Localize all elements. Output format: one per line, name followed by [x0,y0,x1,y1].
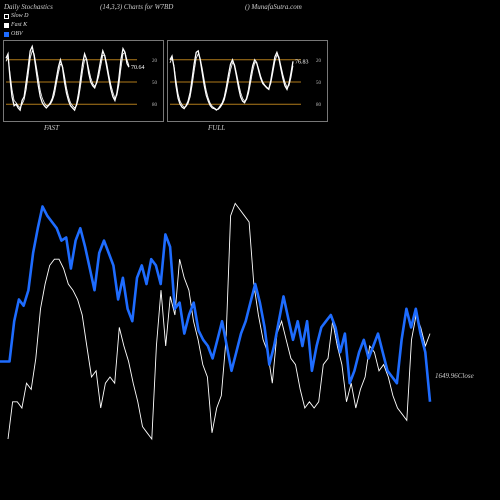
chart-params: (14,3,3) Charts for W7BD [100,3,174,11]
legend-label-fast-k: Fast K [11,22,28,28]
fast-last-value: 70.64 [131,65,145,71]
legend-item-obv: OBV [4,30,29,39]
legend-swatch-fast-k [4,23,9,28]
full-y-tick: 50 [316,81,322,86]
chart-title: Daily Stochastics [4,3,53,11]
close-value-label: 1649.96Close [435,372,474,380]
legend-swatch-slow-d [4,14,9,19]
legend-label-obv: OBV [11,31,23,37]
obv-line [0,205,432,402]
legend: Slow D Fast K OBV [4,12,29,39]
full-stochastic-panel: 80 50 20 76.83 [167,40,328,122]
legend-item-slow-d: Slow D [4,12,29,21]
legend-item-fast-k: Fast K [4,21,29,30]
legend-swatch-obv [4,32,9,37]
fast-slow-d-line [5,49,130,109]
fast-panel-label: FAST [44,124,60,132]
full-panel-label: FULL [208,124,226,132]
fast-y-tick: 50 [152,81,158,86]
fast-y-tick: 80 [152,103,158,108]
full-last-value: 76.83 [295,59,309,65]
full-y-tick: 20 [316,59,322,64]
full-slow-d-line [169,52,294,110]
full-stochastic-plot: 80 50 20 76.83 [169,49,322,111]
fast-y-tick: 20 [152,59,158,64]
close-price-line [7,202,431,441]
fast-stochastic-plot: 80 50 20 70.64 [5,44,158,112]
fast-stochastic-panel: 80 50 20 70.64 [3,40,164,122]
legend-label-slow-d: Slow D [11,13,29,19]
full-fast-k-line [169,49,294,111]
full-y-tick: 80 [316,103,322,108]
fast-fast-k-line [5,44,130,112]
site-name: () MunafaSutra.com [245,3,302,11]
